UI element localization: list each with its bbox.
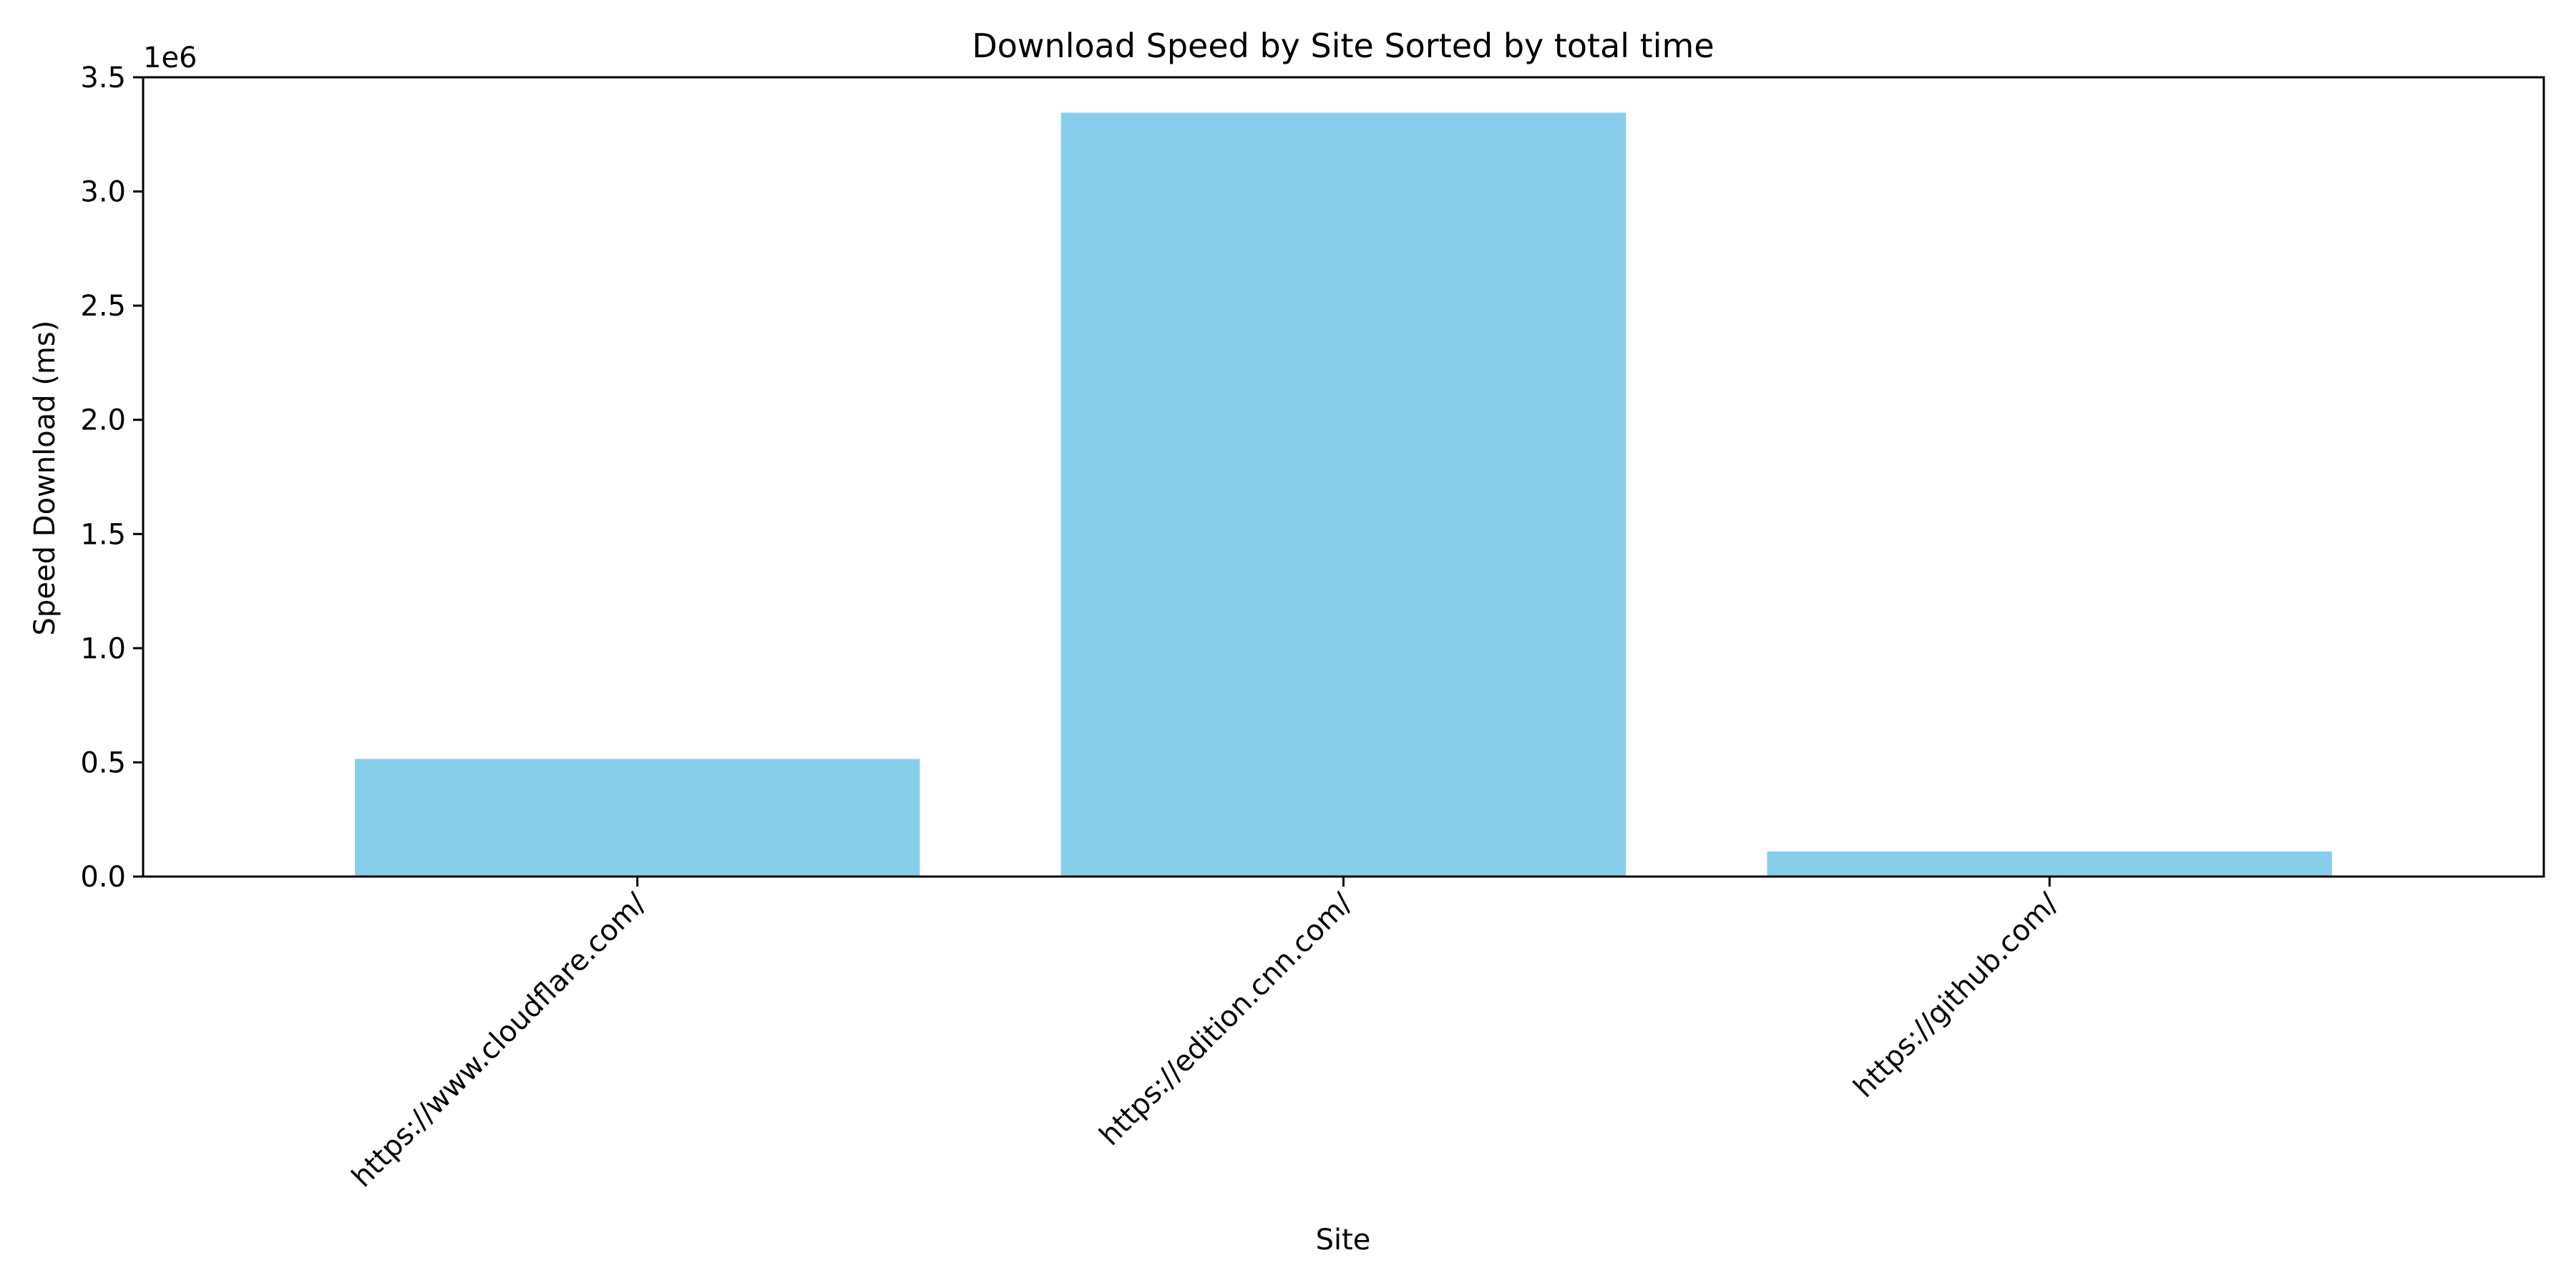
y-tick-label: 3.0	[80, 176, 126, 209]
y-axis-label: Speed Download (ms)	[29, 321, 62, 636]
y-axis: 0.0 0.5 1.0 1.5 2.0 2.5 3.0 3.5	[80, 62, 143, 894]
chart-title: Download Speed by Site Sorted by total t…	[972, 26, 1714, 65]
y-axis-offset-label: 1e6	[143, 42, 197, 74]
plot-frame	[142, 76, 2545, 878]
x-axis-label: Site	[1316, 1224, 1371, 1257]
y-tick-label: 2.5	[80, 290, 126, 323]
y-tick-label: 0.5	[80, 746, 126, 779]
x-tick-label: https://edition.cnn.com/	[1093, 887, 1359, 1152]
bar-0	[355, 758, 920, 877]
x-tick-label: https://github.com/	[1848, 887, 2065, 1104]
y-tick-label: 2.0	[80, 404, 126, 437]
x-tick-label: https://www.cloudflare.com/	[346, 887, 653, 1194]
y-tick-label: 1.0	[80, 633, 126, 665]
bar-2	[1767, 851, 2332, 877]
y-tick-label: 0.0	[80, 861, 126, 894]
x-axis: https://www.cloudflare.com/https://editi…	[346, 877, 2065, 1194]
y-tick-label: 1.5	[80, 518, 126, 551]
bars-group	[355, 112, 2332, 877]
bar-1	[1060, 112, 1626, 877]
y-tick-label: 3.5	[80, 62, 126, 94]
